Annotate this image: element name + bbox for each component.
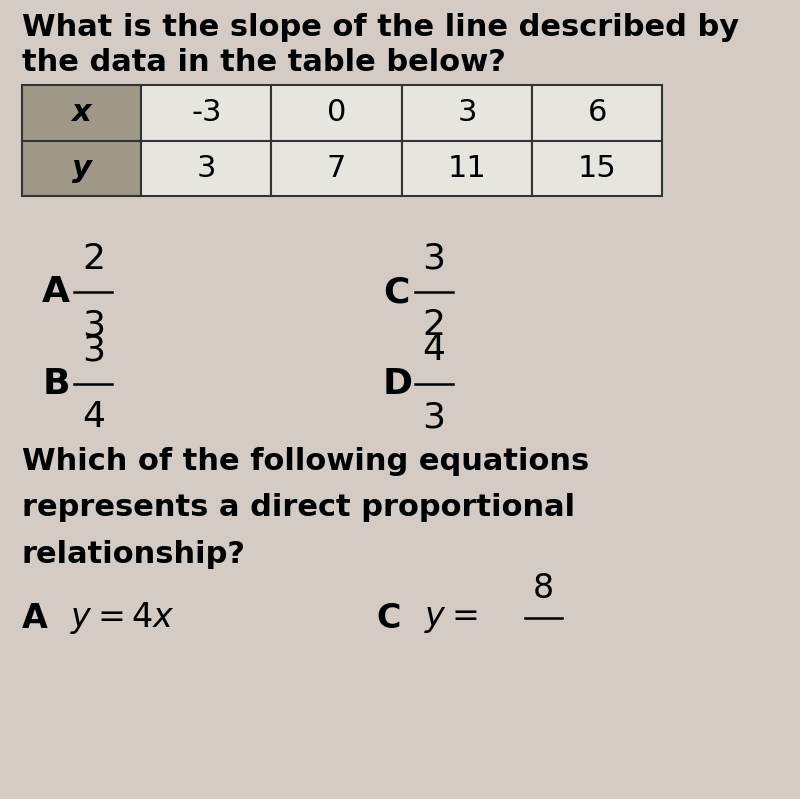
Text: 15: 15 [578, 154, 617, 183]
Text: Which of the following equations: Which of the following equations [22, 447, 589, 476]
Text: represents a direct proportional: represents a direct proportional [22, 494, 575, 523]
Text: D: D [383, 367, 413, 400]
Text: C: C [376, 602, 401, 635]
Text: y: y [71, 154, 91, 183]
FancyBboxPatch shape [271, 141, 402, 197]
Text: relationship?: relationship? [22, 539, 246, 569]
Text: 3: 3 [82, 308, 105, 343]
Text: 3: 3 [457, 98, 477, 127]
Text: 2: 2 [422, 308, 446, 343]
FancyBboxPatch shape [22, 85, 141, 141]
Text: B: B [42, 367, 70, 400]
Text: 3: 3 [422, 241, 446, 276]
Text: 4: 4 [422, 333, 446, 367]
Text: A: A [42, 275, 70, 309]
Text: A: A [22, 602, 48, 635]
Text: 7: 7 [327, 154, 346, 183]
FancyBboxPatch shape [141, 85, 271, 141]
FancyBboxPatch shape [141, 141, 271, 197]
FancyBboxPatch shape [271, 85, 402, 141]
FancyBboxPatch shape [532, 141, 662, 197]
FancyBboxPatch shape [22, 141, 141, 197]
Text: x: x [72, 98, 91, 127]
Text: the data in the table below?: the data in the table below? [22, 48, 506, 77]
FancyBboxPatch shape [402, 141, 532, 197]
Text: 11: 11 [447, 154, 486, 183]
Text: What is the slope of the line described by: What is the slope of the line described … [22, 14, 739, 42]
Text: 2: 2 [82, 241, 105, 276]
Text: $y = 4x$: $y = 4x$ [70, 601, 174, 637]
Text: $y =$: $y =$ [424, 602, 478, 635]
Text: 4: 4 [82, 400, 105, 434]
Text: 0: 0 [327, 98, 346, 127]
Text: 3: 3 [82, 333, 105, 367]
Text: 8: 8 [533, 572, 554, 605]
FancyBboxPatch shape [402, 85, 532, 141]
Text: 6: 6 [587, 98, 607, 127]
Text: 3: 3 [422, 400, 446, 434]
Text: C: C [383, 275, 410, 309]
Text: 3: 3 [197, 154, 216, 183]
FancyBboxPatch shape [532, 85, 662, 141]
Text: -3: -3 [191, 98, 222, 127]
